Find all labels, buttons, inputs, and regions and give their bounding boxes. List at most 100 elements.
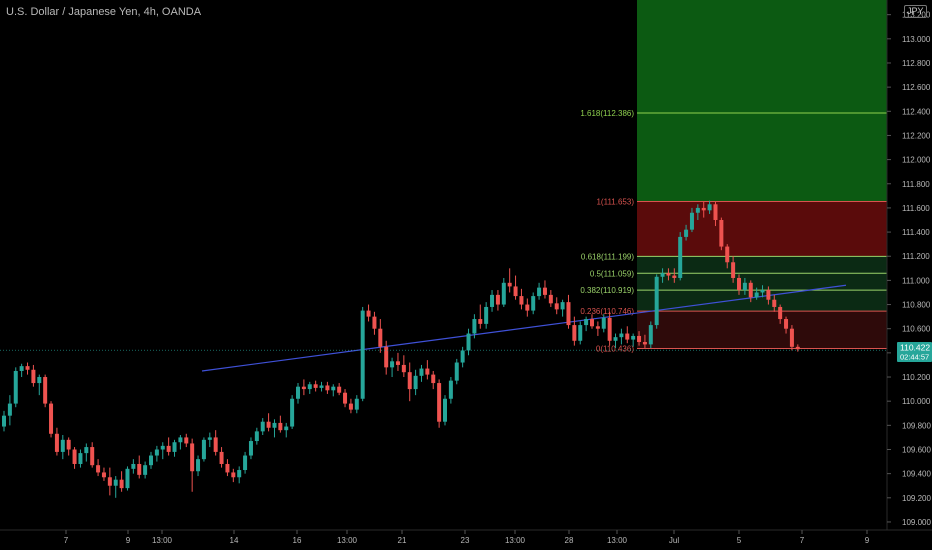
y-tick-label: 110.000: [902, 397, 931, 406]
candle-body: [248, 441, 253, 456]
x-tick-label: 7: [64, 536, 69, 545]
x-tick-label: 7: [800, 536, 805, 545]
candle-body: [407, 372, 412, 390]
candle-body: [395, 361, 400, 365]
candle-body: [172, 442, 177, 452]
x-tick-label: 9: [865, 536, 870, 545]
fib-level-label: 0(110.436): [596, 345, 634, 354]
candle-body: [90, 447, 95, 466]
price-axis[interactable]: 109.000 109.200 109.400 109.600 109.800 110.0…: [887, 11, 931, 527]
x-tick-label: Jul: [669, 536, 679, 545]
y-tick-label: 110.800: [902, 301, 931, 310]
x-tick-label: 13:00: [505, 536, 526, 545]
y-tick-label: 111.400: [902, 228, 930, 237]
candle-body: [313, 384, 318, 388]
fib-level-label: 0.5(111.059): [590, 269, 635, 278]
fib-level-label: 0.236(110.746): [580, 307, 634, 316]
candle-body: [701, 207, 706, 211]
y-tick-label: 112.800: [902, 59, 931, 68]
trendline-segment[interactable]: [201, 284, 847, 372]
candle-body: [619, 333, 624, 338]
trendline[interactable]: [201, 284, 847, 372]
candle-body: [66, 439, 71, 450]
candle-body: [207, 437, 212, 440]
candle-body: [331, 386, 336, 391]
candle-body: [713, 204, 718, 220]
x-tick-label: 21: [398, 536, 407, 545]
candle-body: [584, 319, 589, 326]
candle-body: [519, 296, 524, 305]
y-tick-label: 109.600: [902, 445, 931, 454]
price-tag-price: 110.422: [900, 343, 930, 353]
candle-body: [642, 341, 647, 345]
x-tick-label: 13:00: [607, 536, 628, 545]
y-tick-label: 112.400: [902, 107, 931, 116]
candle-body: [795, 346, 800, 350]
y-tick-label: 109.200: [902, 494, 931, 503]
fibonacci-levels: 0(110.436) 0.236(110.746) 0.382(110.919) 0.…: [580, 109, 887, 354]
currency-badge[interactable]: JPY: [904, 5, 927, 18]
y-tick-label: 112.600: [902, 83, 931, 92]
candle-body: [490, 294, 495, 307]
fib-level-label: 1(111.653): [596, 198, 634, 207]
candle-body: [778, 306, 783, 320]
time-axis[interactable]: 7 9 13:00 14 16 13:00 21 23 13:00 28 13:00 Jul 5 7 9: [64, 530, 870, 545]
candle-body: [101, 472, 106, 478]
candle-body: [737, 277, 741, 291]
candle-body: [178, 437, 183, 443]
candle-body: [507, 282, 512, 287]
candle-body: [695, 207, 700, 213]
candle-body: [354, 398, 359, 410]
candle-body: [431, 374, 436, 384]
y-tick-label: 109.000: [902, 518, 931, 527]
candle-body: [590, 319, 594, 327]
fib-zone-green: [637, 256, 887, 312]
candle-body: [360, 310, 365, 399]
y-tick-label: 111.200: [902, 252, 930, 261]
candle-body: [631, 335, 636, 340]
candle-body: [266, 421, 271, 428]
candle-body: [254, 431, 259, 442]
y-tick-label: 112.200: [902, 131, 931, 140]
candle-body: [742, 282, 747, 291]
candle-body: [49, 403, 54, 434]
candle-body: [678, 236, 683, 278]
candle-body: [689, 212, 694, 230]
candle-body: [272, 422, 277, 428]
candle-body: [548, 294, 553, 304]
candle-body: [348, 403, 353, 410]
candle-body: [231, 472, 236, 478]
candle-body: [243, 455, 248, 471]
candle-body: [160, 445, 165, 450]
candle-body: [2, 415, 6, 427]
candle-body: [601, 317, 606, 329]
candle-body: [637, 335, 642, 342]
fib-level-label: 0.382(110.919): [580, 286, 634, 295]
candle-body: [572, 325, 577, 341]
candle-body: [472, 319, 477, 334]
candle-body: [54, 433, 59, 452]
y-tick-label: 112.000: [902, 156, 931, 165]
candle-body: [672, 275, 677, 278]
candle-body: [190, 443, 195, 472]
fib-zones: [637, 0, 887, 349]
candle-body: [443, 398, 447, 422]
candle-body: [501, 282, 506, 305]
candle-body: [137, 463, 142, 475]
candle-body: [401, 364, 406, 373]
fib-level-label: 0.618(111.199): [581, 252, 634, 261]
candle-body: [725, 246, 730, 263]
price-tag-countdown: 02:44:57: [900, 353, 929, 362]
candle-body: [560, 302, 565, 310]
candlesticks: [2, 200, 800, 498]
candle-body: [213, 437, 218, 452]
fib-zone-red: [637, 201, 887, 257]
candle-body: [784, 319, 789, 329]
candle-body: [325, 385, 330, 391]
candle-body: [19, 366, 24, 371]
candle-body: [7, 403, 12, 416]
x-tick-label: 16: [293, 536, 302, 545]
candle-body: [284, 426, 289, 431]
candle-body: [607, 317, 612, 341]
